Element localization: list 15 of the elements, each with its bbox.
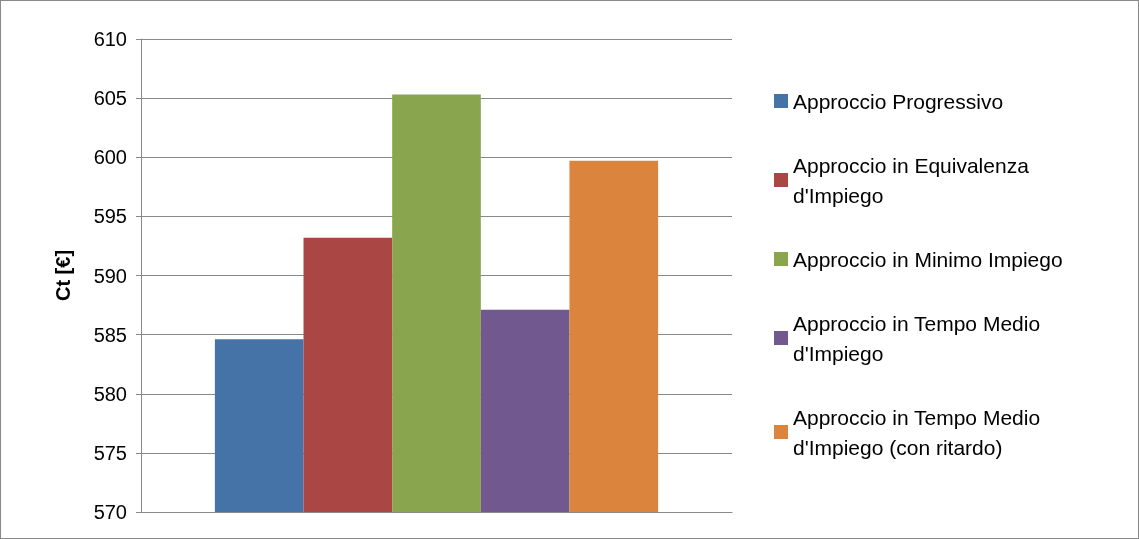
legend-label: Approccio in Minimo Impiego [793, 247, 1063, 271]
y-tick-label: 570 [93, 501, 127, 523]
legend-label: Approccio in Equivalenza d'Impiego [793, 153, 1035, 207]
legend-label: Approccio Progressivo [793, 89, 1004, 113]
y-tick-label: 595 [93, 205, 127, 228]
legend-label: Approccio in Tempo Medio d'Impiego (con ritardo) [793, 405, 1046, 459]
y-axis-title: Ct [€] [52, 249, 74, 302]
legend-label: Approccio in Tempo Medio d'Impiego [793, 311, 1046, 365]
y-tick-label: 585 [93, 323, 127, 346]
y-tick-label: 575 [93, 441, 127, 464]
y-tick-label: 600 [93, 146, 127, 169]
y-tick-label: 590 [93, 264, 127, 287]
y-tick-label: 610 [93, 28, 127, 50]
y-tick-label: 580 [93, 382, 127, 405]
y-tick-label: 605 [93, 87, 127, 110]
